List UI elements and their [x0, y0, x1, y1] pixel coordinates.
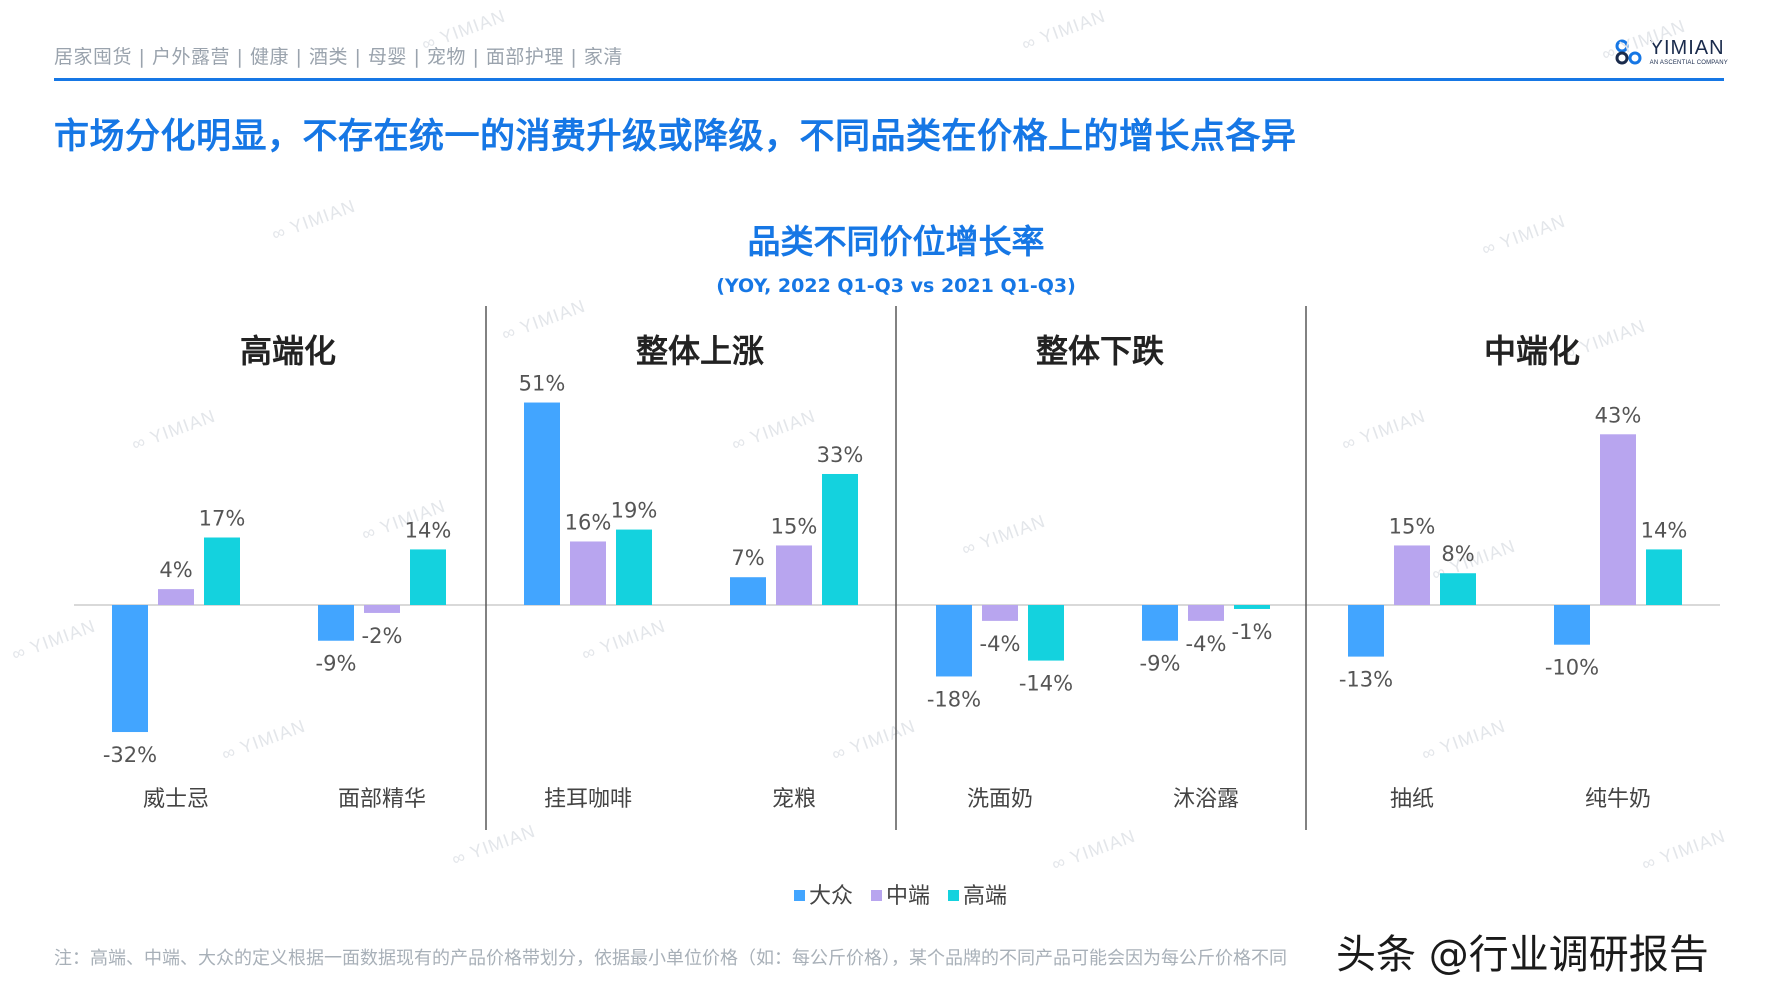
legend-swatch-高端 [948, 890, 959, 901]
legend-label: 中端 [886, 884, 930, 909]
category-label: 沐浴露 [1173, 787, 1239, 812]
group-title: 整体下跌 [1036, 332, 1164, 370]
data-label: -14% [1019, 672, 1073, 696]
bar-大众 [936, 605, 972, 677]
category-label: 面部精华 [338, 787, 426, 812]
bar-高端 [410, 549, 446, 605]
credit-text: 头条 @行业调研报告 [1336, 932, 1709, 978]
data-label: 51% [519, 372, 566, 396]
data-label: -1% [1232, 620, 1273, 644]
data-label: -10% [1545, 656, 1599, 680]
category-label: 洗面奶 [967, 787, 1033, 812]
logo: YIMIAN AN ASCENTIAL COMPANY [1614, 38, 1728, 66]
top-rule [54, 78, 1724, 81]
bar-大众 [1554, 605, 1590, 645]
bar-中端 [570, 541, 606, 605]
footnote: 注：高端、中端、大众的定义根据一面数据现有的产品价格带划分，依据最小单位价格（如… [54, 948, 1287, 969]
chart-subtitle: (YOY, 2022 Q1-Q3 vs 2021 Q1-Q3) [716, 275, 1076, 297]
bar-大众 [524, 402, 560, 605]
bar-中端 [364, 605, 400, 613]
data-label: 43% [1595, 403, 1642, 427]
group-title: 整体上涨 [636, 332, 764, 370]
data-label: 33% [817, 443, 864, 467]
category-label: 宠粮 [772, 787, 816, 812]
data-label: -18% [927, 687, 981, 711]
data-label: -9% [1140, 652, 1181, 676]
logo-subtitle: AN ASCENTIAL COMPANY [1649, 60, 1728, 66]
category-label: 威士忌 [143, 787, 209, 812]
legend-label: 大众 [809, 884, 853, 909]
bar-中端 [1188, 605, 1224, 621]
bar-大众 [318, 605, 354, 641]
bar-高端 [1440, 573, 1476, 605]
legend-label: 高端 [963, 884, 1007, 909]
data-label: -9% [316, 652, 357, 676]
bar-中端 [1394, 545, 1430, 605]
group-title: 中端化 [1484, 332, 1580, 370]
group-title: 高端化 [240, 332, 336, 370]
data-label: 8% [1441, 542, 1474, 566]
chart-title: 品类不同价位增长率 [748, 222, 1045, 261]
bar-高端 [616, 529, 652, 605]
data-label: -2% [362, 624, 403, 648]
bar-大众 [730, 577, 766, 605]
category-label: 挂耳咖啡 [544, 787, 632, 812]
data-label: 4% [159, 558, 192, 582]
data-label: -4% [980, 632, 1021, 656]
legend-swatch-中端 [871, 890, 882, 901]
data-label: 14% [1641, 518, 1688, 542]
bar-高端 [822, 473, 858, 605]
data-label: -32% [103, 743, 157, 767]
data-label: 17% [199, 507, 246, 531]
bar-中端 [982, 605, 1018, 621]
bar-大众 [1348, 605, 1384, 657]
data-label: 15% [771, 514, 818, 538]
category-label: 纯牛奶 [1585, 787, 1651, 812]
bar-大众 [112, 605, 148, 733]
bar-高端 [1028, 605, 1064, 661]
data-label: 15% [1389, 514, 1436, 538]
page-headline: 市场分化明显，不存在统一的消费升级或降级，不同品类在价格上的增长点各异 [54, 117, 1297, 157]
data-label: 19% [611, 499, 658, 523]
breadcrumb: 居家囤货 | 户外露营 | 健康 | 酒类 | 母婴 | 宠物 | 面部护理 |… [54, 46, 623, 68]
bar-中端 [776, 545, 812, 605]
data-label: -4% [1186, 632, 1227, 656]
bar-高端 [1234, 605, 1270, 609]
data-label: -13% [1339, 668, 1393, 692]
data-label: 16% [565, 510, 612, 534]
data-label: 7% [731, 546, 764, 570]
bar-中端 [1600, 434, 1636, 605]
bar-高端 [1646, 549, 1682, 605]
bar-中端 [158, 589, 194, 605]
bar-大众 [1142, 605, 1178, 641]
data-label: 14% [405, 518, 452, 542]
logo-name: YIMIAN [1649, 37, 1725, 59]
bar-高端 [204, 537, 240, 605]
category-label: 抽纸 [1390, 787, 1434, 812]
legend-swatch-大众 [794, 890, 805, 901]
yimian-logo-icon [1615, 39, 1642, 65]
